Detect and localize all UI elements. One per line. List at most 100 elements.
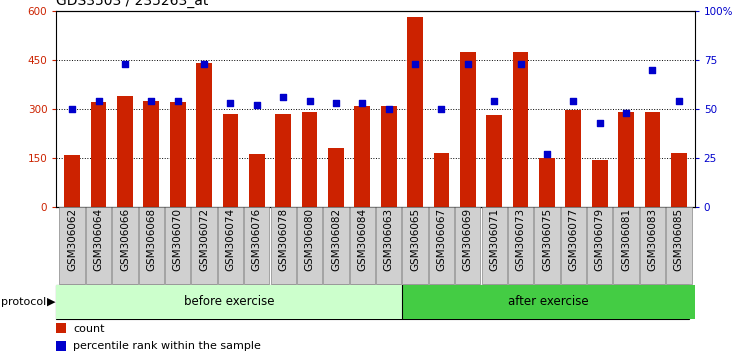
Bar: [460, 52, 475, 207]
Text: GSM306071: GSM306071: [489, 208, 499, 271]
Point: [251, 102, 263, 108]
FancyBboxPatch shape: [192, 207, 217, 284]
Bar: [117, 96, 133, 207]
Text: percentile rank within the sample: percentile rank within the sample: [73, 341, 261, 351]
FancyBboxPatch shape: [481, 207, 507, 284]
Text: before exercise: before exercise: [184, 295, 274, 308]
Text: ▶: ▶: [47, 297, 56, 307]
Point: [92, 98, 104, 104]
Text: after exercise: after exercise: [508, 295, 589, 308]
Bar: [592, 160, 608, 207]
Text: GSM306078: GSM306078: [278, 208, 288, 271]
FancyBboxPatch shape: [640, 207, 665, 284]
FancyBboxPatch shape: [666, 207, 692, 284]
FancyBboxPatch shape: [508, 207, 533, 284]
Point: [488, 98, 500, 104]
FancyBboxPatch shape: [244, 207, 270, 284]
FancyBboxPatch shape: [614, 207, 639, 284]
Text: GSM306084: GSM306084: [357, 208, 367, 271]
Bar: [56, 341, 66, 351]
Point: [198, 61, 210, 67]
Point: [303, 98, 315, 104]
Point: [620, 110, 632, 116]
Text: GSM306064: GSM306064: [94, 208, 104, 271]
Text: GSM306083: GSM306083: [647, 208, 657, 271]
Text: GSM306073: GSM306073: [516, 208, 526, 271]
FancyBboxPatch shape: [59, 207, 85, 284]
Bar: [302, 112, 318, 207]
FancyBboxPatch shape: [297, 207, 322, 284]
Text: GSM306062: GSM306062: [67, 208, 77, 271]
Text: GSM306068: GSM306068: [146, 208, 156, 271]
Bar: [170, 102, 185, 207]
Bar: [56, 323, 66, 333]
FancyBboxPatch shape: [86, 207, 111, 284]
Text: protocol: protocol: [1, 297, 46, 307]
Bar: [222, 114, 238, 207]
Bar: [407, 17, 423, 207]
Point: [172, 98, 184, 104]
Bar: [381, 105, 397, 207]
FancyBboxPatch shape: [270, 207, 296, 284]
Text: GSM306075: GSM306075: [542, 208, 552, 271]
Point: [66, 106, 78, 112]
Text: GSM306072: GSM306072: [199, 208, 209, 271]
Bar: [249, 154, 264, 207]
Text: GSM306074: GSM306074: [225, 208, 235, 271]
Text: GSM306070: GSM306070: [173, 208, 182, 271]
FancyBboxPatch shape: [403, 207, 428, 284]
Point: [514, 61, 526, 67]
Bar: [143, 101, 159, 207]
FancyBboxPatch shape: [429, 207, 454, 284]
FancyBboxPatch shape: [218, 207, 243, 284]
FancyBboxPatch shape: [587, 207, 612, 284]
Text: GSM306076: GSM306076: [252, 208, 262, 271]
Bar: [196, 63, 212, 207]
FancyBboxPatch shape: [112, 207, 137, 284]
FancyBboxPatch shape: [534, 207, 559, 284]
Point: [225, 100, 237, 106]
Bar: [328, 148, 344, 207]
Bar: [513, 52, 529, 207]
Bar: [487, 115, 502, 207]
Bar: [433, 153, 449, 207]
Text: GSM306065: GSM306065: [410, 208, 420, 271]
Point: [462, 61, 474, 67]
Bar: [354, 105, 370, 207]
FancyBboxPatch shape: [376, 207, 401, 284]
Bar: [276, 114, 291, 207]
FancyBboxPatch shape: [139, 207, 164, 284]
Point: [356, 100, 368, 106]
Point: [436, 106, 448, 112]
Bar: [644, 112, 660, 207]
FancyBboxPatch shape: [455, 207, 481, 284]
Point: [409, 61, 421, 67]
Text: GDS3503 / 235263_at: GDS3503 / 235263_at: [56, 0, 209, 8]
Text: GSM306066: GSM306066: [120, 208, 130, 271]
Bar: [56, 285, 402, 319]
Point: [567, 98, 579, 104]
FancyBboxPatch shape: [165, 207, 190, 284]
Bar: [566, 110, 581, 207]
Text: GSM306082: GSM306082: [331, 208, 341, 271]
Text: count: count: [73, 324, 104, 333]
FancyBboxPatch shape: [323, 207, 348, 284]
Point: [647, 67, 659, 73]
Text: GSM306081: GSM306081: [621, 208, 631, 271]
FancyBboxPatch shape: [561, 207, 586, 284]
Point: [277, 94, 289, 100]
Point: [145, 98, 157, 104]
Bar: [671, 153, 686, 207]
Point: [673, 98, 685, 104]
Bar: [65, 155, 80, 207]
FancyBboxPatch shape: [350, 207, 375, 284]
Text: GSM306085: GSM306085: [674, 208, 684, 271]
Point: [383, 106, 395, 112]
Point: [119, 61, 131, 67]
Text: GSM306079: GSM306079: [595, 208, 605, 271]
Text: GSM306067: GSM306067: [436, 208, 446, 271]
Text: GSM306069: GSM306069: [463, 208, 473, 271]
Bar: [539, 158, 555, 207]
Text: GSM306080: GSM306080: [305, 208, 315, 271]
Text: GSM306077: GSM306077: [569, 208, 578, 271]
